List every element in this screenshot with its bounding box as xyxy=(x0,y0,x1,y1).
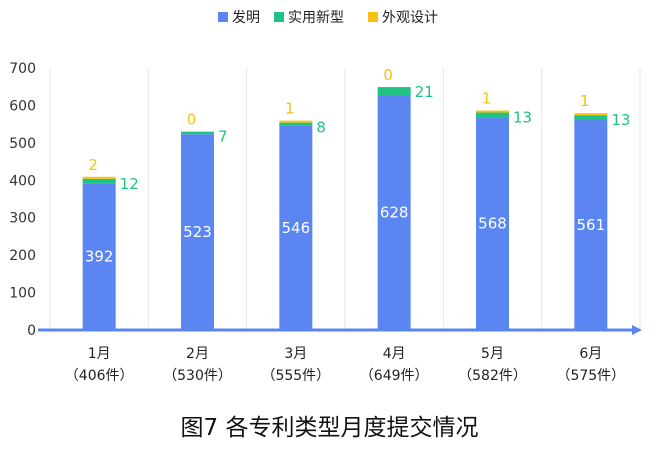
bar-3-5月 xyxy=(476,110,509,113)
x-tick-label-3月: 3月 xyxy=(284,346,307,362)
legend-label-3: 外观设计 xyxy=(382,10,438,26)
data-label-invention-3月: 546 xyxy=(282,219,311,237)
legend-swatch-2 xyxy=(274,12,284,22)
x-tick-label-5月: 5月 xyxy=(481,346,504,362)
legend-label-2: 实用新型 xyxy=(288,10,344,26)
legend: 发明 实用新型 外观设计 xyxy=(218,10,438,26)
bar-2-6月 xyxy=(574,115,608,121)
x-tick-label-6月: 6月 xyxy=(579,346,602,362)
x-axis: 1月 （406件） 2月 （530件） 3月 （555件） 4月 （649件） 5月 （582件）… xyxy=(38,325,642,384)
bar-1-1月 xyxy=(82,183,116,330)
data-label-invention-5月: 568 xyxy=(478,215,507,233)
x-tick-label-1月: 1月 xyxy=(88,346,111,362)
y-tick-label-300: 300 xyxy=(9,211,36,227)
y-tick-label-700: 700 xyxy=(9,61,36,77)
y-tick-label-500: 500 xyxy=(9,136,36,152)
y-tick-label-600: 600 xyxy=(9,98,36,114)
x-tick-total-4月: （649件） xyxy=(360,368,429,384)
x-axis-arrow-icon xyxy=(632,325,642,335)
x-tick-total-6月: （575件） xyxy=(556,368,625,384)
x-tick-total-1月: （406件） xyxy=(65,368,134,384)
bar-2-4月 xyxy=(377,87,411,95)
data-label-design-5月: 1 xyxy=(482,90,492,108)
bar-3-3月 xyxy=(279,120,313,123)
data-label-design-3月: 1 xyxy=(285,100,295,118)
gridlines xyxy=(49,68,641,330)
data-label-design-2月: 0 xyxy=(187,111,197,129)
bar-1-5月 xyxy=(476,117,509,330)
bar-2-5月 xyxy=(476,112,509,118)
y-tick-label-200: 200 xyxy=(9,248,36,264)
y-tick-label-100: 100 xyxy=(9,286,36,302)
y-axis-ticks: 0 100 200 300 400 500 600 700 xyxy=(9,61,36,339)
x-tick-label-4月: 4月 xyxy=(383,346,406,362)
y-tick-label-400: 400 xyxy=(9,173,36,189)
data-label-invention-1月: 392 xyxy=(85,248,114,266)
bar-1-3月 xyxy=(279,125,313,330)
data-label-utility-4月: 21 xyxy=(415,83,434,101)
data-label-invention-6月: 561 xyxy=(577,216,606,234)
data-label-utility-6月: 13 xyxy=(611,111,630,129)
legend-swatch-1 xyxy=(218,12,228,22)
x-tick-total-3月: （555件） xyxy=(261,368,330,384)
bar-1-6月 xyxy=(574,120,608,330)
data-label-invention-4月: 628 xyxy=(380,203,409,221)
data-labels: 392 12 2 523 7 0 546 8 1 628 21 0 568 13 1 561 13 1 xyxy=(85,66,631,266)
data-label-utility-1月: 12 xyxy=(120,175,139,193)
data-label-utility-3月: 8 xyxy=(316,119,326,137)
bar-3-6月 xyxy=(574,113,608,116)
bar-1-4月 xyxy=(377,94,411,330)
x-tick-total-2月: （530件） xyxy=(163,368,232,384)
legend-swatch-3 xyxy=(368,12,378,22)
data-label-utility-2月: 7 xyxy=(218,128,228,146)
data-label-design-6月: 1 xyxy=(580,92,590,110)
data-label-invention-2月: 523 xyxy=(183,223,212,241)
x-tick-total-5月: （582件） xyxy=(458,368,527,384)
y-tick-label-0: 0 xyxy=(27,323,36,339)
bar-1-2月 xyxy=(181,134,214,330)
bar-2-2月 xyxy=(181,131,214,135)
bar-3-1月 xyxy=(82,176,116,179)
data-label-utility-5月: 13 xyxy=(513,109,532,127)
legend-label-1: 发明 xyxy=(232,10,260,26)
data-label-design-4月: 0 xyxy=(383,66,393,84)
data-label-design-1月: 2 xyxy=(88,156,98,174)
figure-caption: 图7 各专利类型月度提交情况 xyxy=(180,415,479,441)
x-tick-label-2月: 2月 xyxy=(186,346,209,362)
bar-2-3月 xyxy=(279,122,313,126)
bar-2-1月 xyxy=(82,178,116,184)
bars xyxy=(82,87,608,330)
